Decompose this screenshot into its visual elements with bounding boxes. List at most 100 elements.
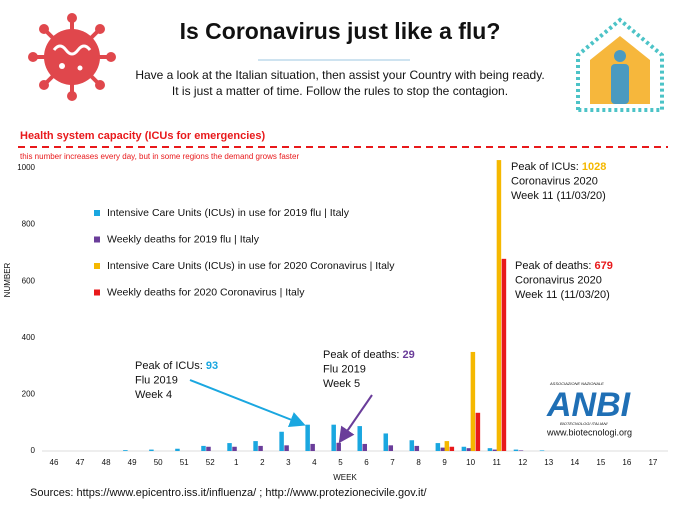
annotation-value: 679	[595, 260, 613, 272]
annotation-line: Coronavirus 2020	[511, 175, 598, 187]
bar	[123, 450, 128, 451]
x-tick-label: 14	[570, 458, 579, 467]
bar	[414, 445, 420, 451]
bar	[227, 443, 232, 451]
legend-label: Weekly deaths for 2019 flu | Italy	[107, 233, 260, 245]
x-tick-label: 49	[128, 458, 137, 467]
annotation-line: Week 11 (11/03/20)	[515, 289, 610, 301]
legend-label: Intensive Care Units (ICUs) in use for 2…	[107, 260, 395, 272]
x-tick-label: 1	[234, 458, 239, 467]
bar	[444, 441, 450, 451]
bar	[440, 447, 446, 451]
x-tick-label: 12	[518, 458, 527, 467]
x-tick-label: 47	[76, 458, 85, 467]
x-tick-label: 13	[544, 458, 553, 467]
x-tick-label: 6	[364, 458, 369, 467]
bar	[466, 448, 472, 451]
bar	[383, 433, 389, 451]
y-axis-label: NUMBER	[3, 262, 12, 297]
bar	[388, 445, 394, 451]
x-tick-label: 8	[416, 458, 421, 467]
annotation-value: 93	[206, 360, 218, 372]
x-axis-label: WEEK	[333, 473, 357, 482]
bar	[149, 449, 154, 451]
bar	[409, 440, 415, 451]
bar	[496, 160, 502, 452]
bar	[475, 412, 481, 451]
logo: ASSOCIAZIONE NAZIONALE ANBI BIOTECNOLOGI…	[546, 381, 632, 437]
annotation: Peak of deaths: 29	[323, 349, 415, 361]
x-tick-label: 51	[180, 458, 189, 467]
bar	[518, 450, 524, 451]
annotation-label: Peak of deaths:	[323, 349, 403, 361]
x-tick-label: 15	[596, 458, 605, 467]
y-tick-label: 1000	[17, 163, 35, 172]
subtitle: It is just a matter of time. Follow the …	[172, 84, 508, 98]
legend-swatch	[94, 210, 100, 216]
x-tick-label: 52	[206, 458, 215, 467]
annotation-value: 1028	[582, 161, 606, 173]
bar	[253, 441, 258, 451]
logo-top: ASSOCIAZIONE NAZIONALE	[549, 381, 604, 386]
house-icon	[576, 17, 664, 112]
x-tick-label: 11	[493, 458, 502, 467]
annotation-line: Week 4	[135, 389, 172, 401]
bar	[501, 258, 507, 451]
bar	[461, 446, 467, 451]
annotation: Peak of ICUs: 1028	[511, 161, 606, 173]
bar	[284, 445, 289, 451]
annotation: Peak of deaths: 679	[515, 260, 613, 272]
bar	[258, 445, 263, 451]
capacity-label: Health system capacity (ICUs for emergen…	[20, 130, 265, 142]
capacity-note: this number increases every day, but in …	[20, 152, 299, 161]
bar	[175, 448, 180, 451]
bar	[513, 449, 519, 451]
virus-icon	[28, 13, 116, 101]
y-tick-label: 0	[31, 446, 36, 455]
bar	[487, 448, 493, 451]
bar	[449, 446, 455, 451]
annotation-line: Flu 2019	[135, 374, 178, 386]
bar	[539, 450, 545, 451]
legend-swatch	[94, 236, 100, 243]
annotation-line: Week 11 (11/03/20)	[511, 190, 606, 202]
annotation-line: Week 5	[323, 378, 360, 390]
annotation-arrow	[338, 394, 373, 444]
bar	[336, 442, 341, 451]
x-tick-label: 16	[622, 458, 631, 467]
annotation-line: Flu 2019	[323, 363, 366, 375]
title: Is Coronavirus just like a flu?	[180, 18, 501, 44]
bar	[305, 424, 310, 451]
legend-label: Intensive Care Units (ICUs) in use for 2…	[107, 207, 350, 219]
sources: Sources: https://www.epicentro.iss.it/in…	[30, 487, 428, 499]
bar	[206, 446, 211, 451]
bar	[470, 351, 476, 451]
annotation-value: 29	[403, 349, 415, 361]
y-tick-label: 800	[22, 220, 36, 229]
bar	[310, 443, 315, 451]
legend-swatch	[94, 263, 100, 269]
x-tick-label: 48	[102, 458, 111, 467]
logo-bottom: BIOTECNOLOGI ITALIANI	[560, 421, 608, 426]
x-tick-label: 17	[648, 458, 657, 467]
annotation-label: Peak of deaths:	[515, 260, 595, 272]
annotation-label: Peak of ICUs:	[511, 161, 582, 173]
bar	[362, 443, 367, 451]
x-tick-label: 46	[50, 458, 59, 467]
annotation-label: Peak of ICUs:	[135, 360, 206, 372]
bar	[357, 426, 362, 451]
bar	[435, 443, 441, 451]
x-tick-label: 10	[466, 458, 475, 467]
subtitle: Have a look at the Italian situation, th…	[135, 68, 544, 82]
y-tick-label: 400	[22, 333, 36, 342]
bar	[279, 431, 284, 451]
logo-url: www.biotecnologi.org	[546, 427, 632, 437]
bar	[492, 449, 498, 451]
y-tick-label: 200	[22, 390, 36, 399]
bar	[201, 445, 206, 451]
x-tick-label: 50	[154, 458, 163, 467]
x-tick-label: 3	[286, 458, 291, 467]
x-tick-label: 2	[260, 458, 265, 467]
x-tick-label: 5	[338, 458, 343, 467]
